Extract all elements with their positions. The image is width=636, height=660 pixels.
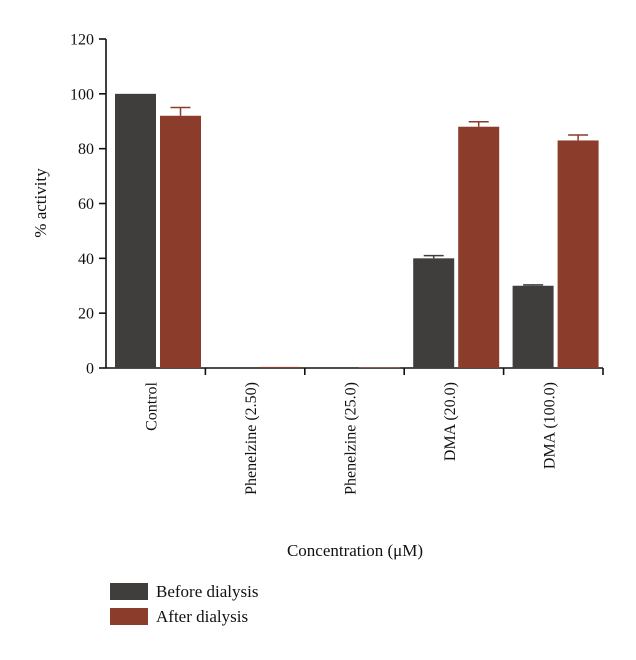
y-tick-label: 20 xyxy=(78,306,94,323)
bar xyxy=(115,93,156,368)
x-axis-title: Concentration (μM) xyxy=(287,541,423,560)
legend: Before dialysis After dialysis xyxy=(110,582,258,626)
y-tick-label: 100 xyxy=(70,86,94,103)
legend-swatch xyxy=(110,583,148,600)
bars xyxy=(115,93,599,369)
y-tick-label: 60 xyxy=(78,196,94,213)
bar xyxy=(512,285,554,368)
y-tick-label: 0 xyxy=(86,361,94,378)
x-tick-label: Control xyxy=(144,381,161,430)
x-tick-label: Phenelzine (25.0) xyxy=(343,382,360,495)
y-axis-title: % activity xyxy=(31,168,50,238)
x-tick-label: DMA (20.0) xyxy=(442,382,459,461)
bar xyxy=(259,366,301,368)
legend-label: Before dialysis xyxy=(156,582,258,601)
y-axis: 0 20 40 60 80 100 120 xyxy=(70,32,107,378)
y-tick-label: 120 xyxy=(70,32,94,49)
x-tick-label: DMA (100.0) xyxy=(541,382,558,469)
x-axis xyxy=(106,367,604,375)
bar xyxy=(413,258,455,368)
bar xyxy=(358,367,400,368)
bar xyxy=(557,140,599,368)
bar xyxy=(160,115,201,369)
x-tick-label: Phenelzine (2.50) xyxy=(243,382,260,495)
y-tick-label: 80 xyxy=(78,141,94,158)
legend-label: After dialysis xyxy=(156,607,248,626)
legend-swatch xyxy=(110,608,148,625)
category-labels: Control Phenelzine (2.50) Phenelzine (25.0… xyxy=(144,381,559,494)
y-tick-label: 40 xyxy=(78,251,94,268)
bar xyxy=(458,126,500,368)
